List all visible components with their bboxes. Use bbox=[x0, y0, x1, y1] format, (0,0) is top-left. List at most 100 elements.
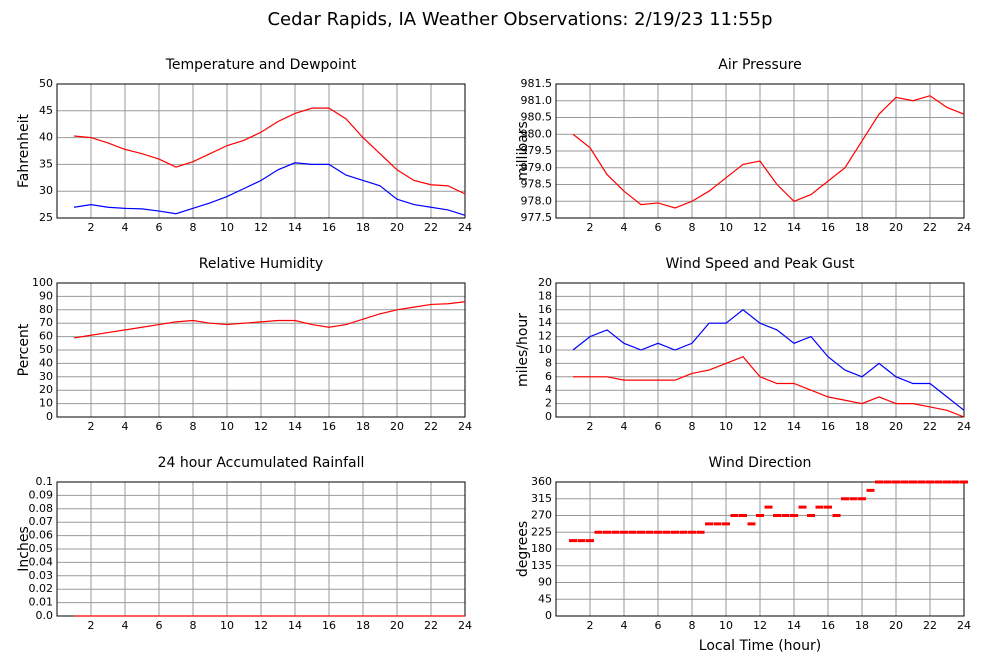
y-tick-label: 978.0 bbox=[521, 194, 553, 207]
x-tick-label: 4 bbox=[122, 420, 129, 433]
x-tick-label: 6 bbox=[156, 619, 163, 632]
point bbox=[917, 480, 926, 484]
y-tick-label: 980.0 bbox=[521, 127, 553, 140]
x-tick-label: 22 bbox=[923, 221, 937, 234]
point bbox=[577, 539, 586, 543]
point bbox=[645, 530, 654, 534]
x-tick-label: 20 bbox=[889, 619, 903, 632]
point bbox=[900, 480, 909, 484]
y-tick-label: 25 bbox=[39, 211, 53, 224]
x-tick-label: 8 bbox=[190, 420, 197, 433]
point bbox=[849, 497, 858, 501]
point bbox=[875, 480, 883, 484]
y-tick-label: 70 bbox=[39, 316, 53, 329]
x-tick-label: 6 bbox=[156, 221, 163, 234]
point bbox=[679, 530, 688, 534]
y-tick-label: 360 bbox=[531, 475, 552, 488]
y-tick-label: 0.05 bbox=[29, 542, 54, 555]
x-tick-label: 16 bbox=[322, 619, 336, 632]
x-tick-label: 16 bbox=[322, 420, 336, 433]
x-tick-label: 4 bbox=[621, 221, 628, 234]
y-tick-label: 20 bbox=[39, 383, 53, 396]
y-axis-label: degrees bbox=[515, 521, 531, 577]
point bbox=[934, 480, 943, 484]
x-tick-label: 10 bbox=[220, 221, 234, 234]
x-tick-label: 8 bbox=[689, 619, 696, 632]
chart-title: Air Pressure bbox=[718, 57, 801, 73]
x-tick-label: 14 bbox=[288, 619, 302, 632]
plot-frame bbox=[555, 282, 965, 418]
y-tick-label: 12 bbox=[538, 330, 552, 343]
point bbox=[858, 497, 866, 501]
point bbox=[747, 522, 756, 526]
y-tick-label: 0 bbox=[46, 410, 53, 423]
point bbox=[569, 539, 577, 543]
x-tick-label: 24 bbox=[957, 420, 971, 433]
y-tick-label: 40 bbox=[39, 131, 53, 144]
page-title: Cedar Rapids, IA Weather Observations: 2… bbox=[267, 9, 772, 30]
x-tick-label: 16 bbox=[821, 619, 835, 632]
y-tick-label: 90 bbox=[39, 289, 53, 302]
y-tick-label: 0.08 bbox=[29, 502, 54, 515]
y-tick-label: 4 bbox=[545, 383, 552, 396]
point bbox=[832, 514, 841, 517]
y-tick-label: 6 bbox=[545, 370, 552, 383]
y-tick-label: 100 bbox=[32, 276, 53, 289]
y-tick-label: 10 bbox=[538, 343, 552, 356]
y-axis-label: Inches bbox=[16, 526, 32, 571]
y-tick-label: 0.01 bbox=[29, 596, 54, 609]
x-tick-label: 20 bbox=[390, 221, 404, 234]
point bbox=[688, 530, 696, 534]
point bbox=[637, 530, 645, 534]
point bbox=[960, 480, 968, 484]
point bbox=[756, 514, 764, 517]
point bbox=[705, 522, 713, 526]
point bbox=[926, 480, 934, 484]
x-tick-label: 14 bbox=[787, 221, 801, 234]
point bbox=[824, 505, 832, 509]
x-tick-label: 22 bbox=[424, 619, 438, 632]
x-tick-label: 14 bbox=[787, 619, 801, 632]
y-tick-label: 14 bbox=[538, 316, 552, 329]
y-tick-label: 20 bbox=[538, 276, 552, 289]
x-tick-label: 12 bbox=[753, 420, 767, 433]
y-tick-label: 0.07 bbox=[29, 515, 54, 528]
y-tick-label: 978.5 bbox=[521, 178, 553, 191]
x-tick-label: 22 bbox=[923, 420, 937, 433]
y-tick-label: 45 bbox=[538, 592, 552, 605]
chart-title: Wind Direction bbox=[709, 455, 812, 471]
point bbox=[713, 522, 722, 526]
y-tick-label: 979.5 bbox=[521, 144, 553, 157]
x-tick-label: 24 bbox=[957, 221, 971, 234]
x-tick-label: 10 bbox=[220, 420, 234, 433]
point bbox=[603, 530, 611, 534]
x-tick-label: 24 bbox=[957, 619, 971, 632]
series-line bbox=[572, 95, 965, 209]
y-tick-label: 10 bbox=[39, 397, 53, 410]
y-tick-label: 80 bbox=[39, 303, 53, 316]
x-tick-label: 18 bbox=[855, 420, 869, 433]
y-tick-label: 90 bbox=[538, 576, 552, 589]
plot-frame bbox=[56, 282, 466, 418]
x-tick-label: 6 bbox=[655, 619, 662, 632]
point bbox=[662, 530, 671, 534]
x-tick-label: 8 bbox=[190, 221, 197, 234]
y-tick-label: 180 bbox=[531, 542, 552, 555]
x-tick-label: 14 bbox=[288, 221, 302, 234]
x-tick-label: 12 bbox=[254, 221, 268, 234]
x-tick-label: 2 bbox=[587, 420, 594, 433]
x-tick-label: 20 bbox=[390, 420, 404, 433]
point bbox=[943, 480, 951, 484]
y-tick-label: 2 bbox=[545, 397, 552, 410]
series-line bbox=[73, 162, 466, 216]
point bbox=[671, 530, 679, 534]
x-tick-label: 4 bbox=[621, 619, 628, 632]
y-axis-label: Percent bbox=[16, 323, 32, 376]
x-tick-label: 2 bbox=[88, 420, 95, 433]
y-tick-label: 45 bbox=[39, 104, 53, 117]
point bbox=[883, 480, 892, 484]
y-tick-label: 18 bbox=[538, 289, 552, 302]
y-tick-label: 0.0 bbox=[36, 609, 54, 622]
x-tick-label: 4 bbox=[122, 619, 129, 632]
x-tick-label: 20 bbox=[889, 420, 903, 433]
